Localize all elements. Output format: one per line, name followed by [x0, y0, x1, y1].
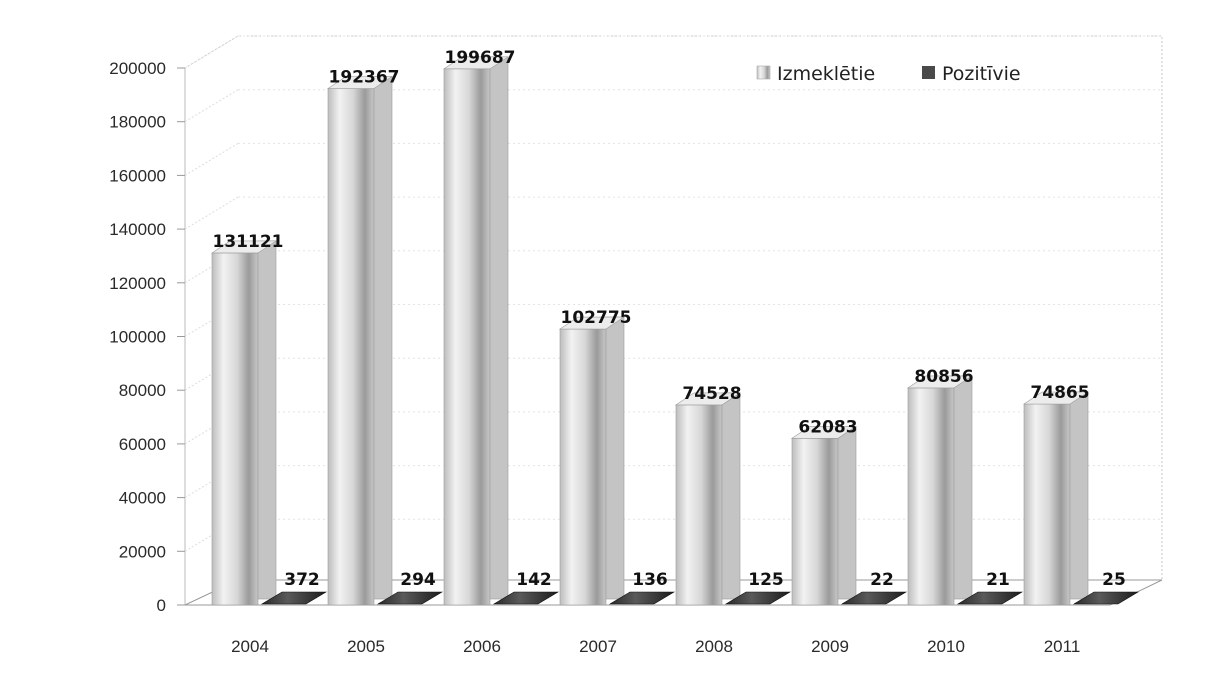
- bar-pozitivie-2009: [840, 591, 908, 605]
- value-label-pozitivie-2006: 142: [516, 570, 552, 590]
- x-tick-label: 2007: [579, 637, 617, 656]
- bar-body: [443, 68, 491, 606]
- bar-pozitivie-2011: [1072, 591, 1140, 605]
- x-tick-label: 2010: [927, 637, 965, 656]
- bar-pozitivie-2008: [724, 591, 792, 605]
- x-tick-label: 2004: [231, 637, 269, 656]
- bar-side: [837, 426, 857, 600]
- bar-body: [608, 591, 676, 605]
- bar-body: [1072, 591, 1140, 605]
- y-tick-label: 160000: [109, 166, 166, 185]
- value-label-izmekletie-2009: 62083: [798, 417, 857, 437]
- x-tick-label: 2005: [347, 637, 385, 656]
- bar-side: [257, 240, 277, 600]
- value-label-izmekletie-2005: 192367: [329, 67, 400, 87]
- bar-top: [443, 56, 509, 70]
- bar-body: [211, 252, 259, 606]
- bar-top: [907, 375, 973, 389]
- value-label-izmekletie-2008: 74528: [682, 384, 741, 404]
- x-tick-label: 2009: [811, 637, 849, 656]
- bar-top: [791, 426, 857, 439]
- y-tick-label: 200000: [109, 59, 166, 78]
- bar-izmekletie-2004: [211, 240, 277, 606]
- bar-top: [675, 392, 741, 406]
- x-tick-label: 2008: [695, 637, 733, 656]
- x-tick-label: 2011: [1044, 637, 1081, 656]
- value-label-izmekletie-2007: 102775: [561, 308, 632, 328]
- y-tick-label: 100000: [109, 328, 166, 347]
- bar-body: [907, 387, 955, 606]
- x-tick-label: 2006: [463, 637, 501, 656]
- value-label-pozitivie-2009: 22: [870, 570, 894, 590]
- value-label-pozitivie-2008: 125: [748, 570, 784, 590]
- bar-body: [559, 328, 607, 606]
- y-tick-label: 140000: [109, 220, 166, 239]
- value-label-izmekletie-2011: 74865: [1030, 383, 1089, 403]
- y-tick-label: 80000: [119, 381, 166, 400]
- gridline: [184, 142, 239, 176]
- bar-body: [675, 404, 723, 606]
- bar-side: [489, 56, 509, 600]
- bar-top: [1023, 391, 1089, 405]
- y-tick-label: 120000: [109, 274, 166, 293]
- bar-izmekletie-2007: [559, 316, 625, 606]
- bar-izmekletie-2010: [907, 375, 973, 606]
- bar-body: [791, 438, 839, 606]
- legend-label-izmekletie: Izmeklētie: [777, 63, 875, 85]
- bar-pozitivie-2010: [956, 591, 1024, 605]
- gridline: [184, 196, 239, 230]
- bar-pozitivie-2004: [260, 591, 328, 605]
- bar-side: [605, 316, 625, 600]
- bar-side: [1069, 391, 1089, 600]
- bar-body: [956, 591, 1024, 605]
- gridline: [184, 35, 239, 69]
- bar-top: [211, 240, 277, 254]
- value-label-izmekletie-2004: 131121: [213, 232, 284, 252]
- bar-izmekletie-2005: [327, 76, 393, 606]
- bar-izmekletie-2008: [675, 392, 741, 606]
- bar-pozitivie-2005: [376, 591, 444, 605]
- bar-izmekletie-2009: [791, 426, 857, 606]
- bar-body: [1023, 403, 1071, 606]
- bar-pozitivie-2006: [492, 591, 560, 605]
- y-axis-ticks: 0 20000 40000 60000 80000 100000 120000 140000 1…: [109, 59, 185, 615]
- bar-side: [721, 392, 741, 600]
- legend-label-pozitivie: Pozitīvie: [942, 63, 1021, 85]
- bar-side: [373, 76, 393, 600]
- y-tick-label: 0: [157, 596, 166, 615]
- value-label-izmekletie-2006: 199687: [445, 48, 516, 68]
- value-label-pozitivie-2010: 21: [986, 570, 1010, 590]
- bars: [211, 56, 1140, 606]
- value-label-pozitivie-2005: 294: [400, 570, 436, 590]
- x-axis-ticks: 2004 2005 2006 2007 2008 2009 2010 2011: [231, 637, 1080, 656]
- legend-swatch-pozitivie: [922, 66, 935, 79]
- bar-top: [559, 316, 625, 330]
- legend: Izmeklētie Pozitīvie: [756, 63, 1021, 85]
- bar-body: [376, 591, 444, 605]
- y-tick-label: 20000: [119, 542, 166, 561]
- bar-top: [327, 76, 393, 89]
- legend-swatch-izmekletie: [756, 65, 771, 80]
- bar-body: [724, 591, 792, 605]
- value-label-pozitivie-2004: 372: [284, 570, 320, 590]
- data-labels: 131121 372 192367 294 199687 142 102775 136 7452…: [213, 48, 1126, 590]
- gridline: [184, 89, 239, 123]
- bar-body: [492, 591, 560, 605]
- value-label-pozitivie-2011: 25: [1102, 570, 1126, 590]
- bar-body: [327, 88, 375, 606]
- value-label-izmekletie-2010: 80856: [914, 367, 973, 387]
- y-tick-label: 40000: [119, 489, 166, 508]
- value-label-pozitivie-2007: 136: [632, 570, 668, 590]
- bar-side: [953, 375, 973, 600]
- y-tick-label: 60000: [119, 435, 166, 454]
- bar-body: [260, 591, 328, 605]
- y-tick-label: 180000: [109, 113, 166, 132]
- bar-izmekletie-2011: [1023, 391, 1089, 606]
- bar-pozitivie-2007: [608, 591, 676, 605]
- bar-izmekletie-2006: [443, 56, 509, 606]
- bar-body: [840, 591, 908, 605]
